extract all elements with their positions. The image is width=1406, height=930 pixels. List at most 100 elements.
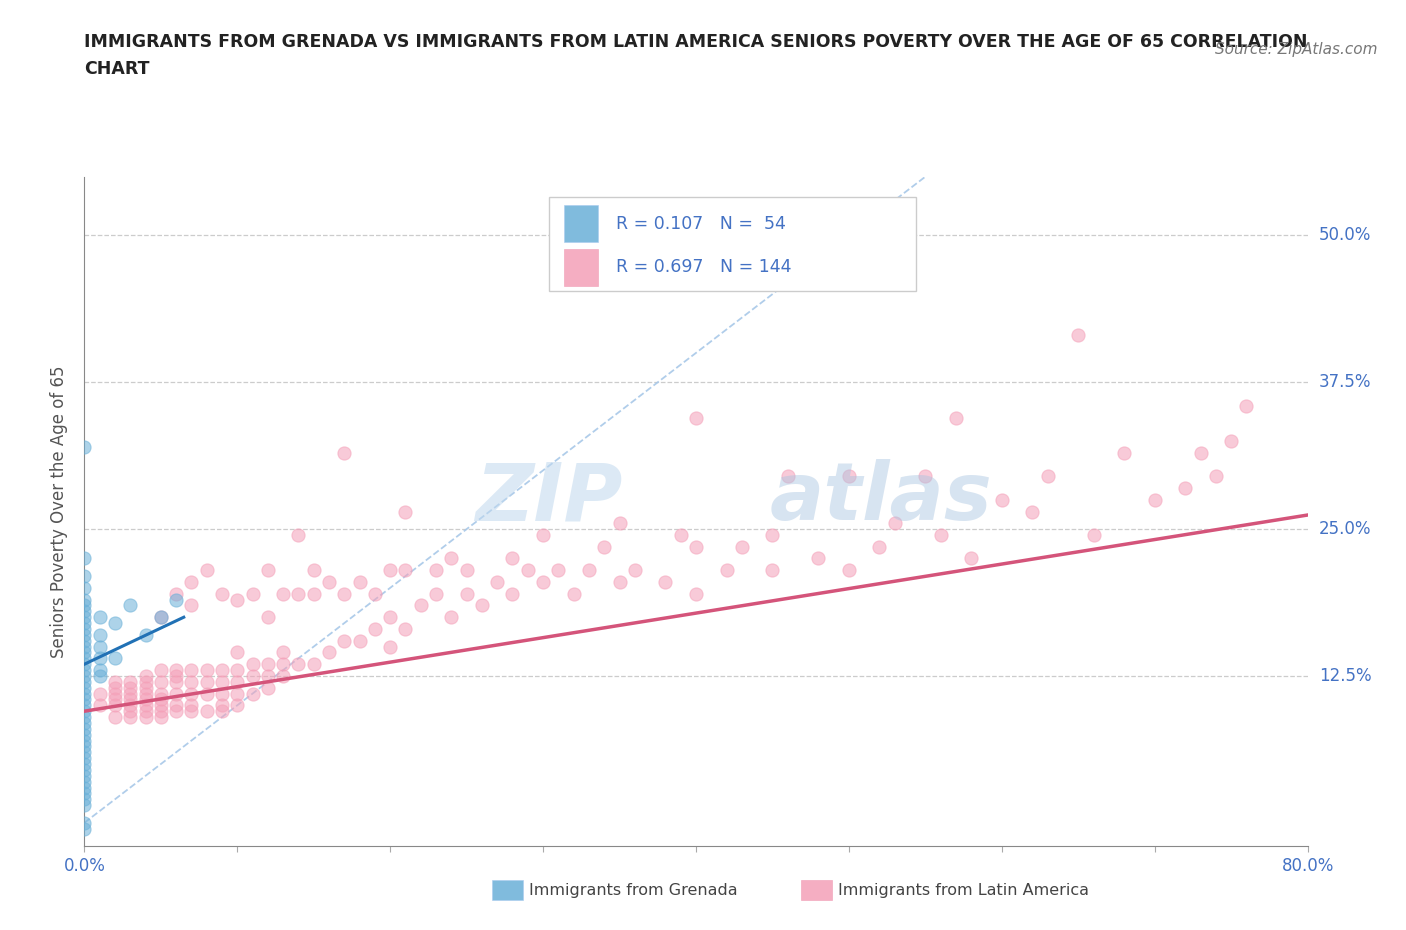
Point — [287, 657, 309, 671]
Point — [226, 674, 249, 689]
Point — [1174, 481, 1197, 496]
Point — [73, 704, 96, 719]
Point — [104, 692, 127, 707]
Point — [211, 674, 233, 689]
Point — [89, 610, 111, 625]
Point — [211, 704, 233, 719]
Point — [761, 527, 783, 542]
Point — [945, 410, 967, 425]
Point — [73, 821, 96, 836]
Point — [165, 669, 187, 684]
Point — [394, 504, 416, 519]
Point — [271, 657, 294, 671]
Point — [149, 663, 172, 678]
Point — [180, 698, 202, 712]
Point — [135, 674, 157, 689]
Point — [1234, 398, 1257, 413]
Point — [257, 563, 280, 578]
Point — [1021, 504, 1043, 519]
Point — [578, 563, 600, 578]
Point — [242, 657, 264, 671]
Point — [165, 698, 187, 712]
Point — [364, 621, 387, 636]
Point — [120, 680, 142, 695]
Point — [180, 663, 202, 678]
Point — [89, 639, 111, 654]
Point — [960, 551, 983, 566]
Point — [654, 575, 676, 590]
Text: R = 0.697   N = 144: R = 0.697 N = 144 — [616, 259, 792, 276]
Point — [242, 586, 264, 601]
Point — [914, 469, 936, 484]
Point — [180, 686, 202, 701]
Point — [257, 610, 280, 625]
Point — [333, 445, 356, 460]
Point — [73, 610, 96, 625]
Point — [73, 692, 96, 707]
Point — [883, 516, 905, 531]
Point — [211, 586, 233, 601]
Point — [731, 539, 754, 554]
Point — [135, 628, 157, 643]
Point — [257, 680, 280, 695]
Point — [104, 710, 127, 724]
Point — [271, 586, 294, 601]
Point — [761, 563, 783, 578]
Point — [180, 704, 202, 719]
Point — [380, 639, 402, 654]
Point — [73, 616, 96, 631]
Text: IMMIGRANTS FROM GRENADA VS IMMIGRANTS FROM LATIN AMERICA SENIORS POVERTY OVER TH: IMMIGRANTS FROM GRENADA VS IMMIGRANTS FR… — [84, 33, 1308, 50]
Point — [440, 610, 463, 625]
Point — [73, 651, 96, 666]
FancyBboxPatch shape — [564, 248, 598, 286]
Point — [73, 739, 96, 754]
Point — [73, 604, 96, 618]
Point — [73, 645, 96, 660]
Point — [135, 692, 157, 707]
Point — [531, 575, 554, 590]
Point — [165, 704, 187, 719]
Point — [349, 575, 371, 590]
Text: CHART: CHART — [84, 60, 150, 78]
Point — [73, 816, 96, 830]
Point — [73, 775, 96, 790]
Point — [1205, 469, 1227, 484]
Point — [456, 586, 478, 601]
Point — [73, 657, 96, 671]
Point — [287, 527, 309, 542]
Point — [226, 663, 249, 678]
Point — [257, 657, 280, 671]
Point — [425, 586, 447, 601]
Point — [456, 563, 478, 578]
FancyBboxPatch shape — [550, 197, 917, 290]
Point — [73, 768, 96, 783]
Text: 37.5%: 37.5% — [1319, 373, 1371, 392]
Point — [211, 663, 233, 678]
Point — [929, 527, 952, 542]
Point — [1083, 527, 1105, 542]
Point — [394, 563, 416, 578]
Point — [242, 686, 264, 701]
Point — [89, 651, 111, 666]
Point — [73, 751, 96, 765]
Point — [73, 580, 96, 595]
Point — [287, 586, 309, 601]
Point — [73, 669, 96, 684]
Point — [104, 616, 127, 631]
Point — [73, 780, 96, 795]
Point — [195, 674, 218, 689]
Point — [1220, 433, 1243, 448]
Point — [149, 710, 172, 724]
Point — [165, 663, 187, 678]
Text: R = 0.107   N =  54: R = 0.107 N = 54 — [616, 215, 786, 232]
Point — [394, 621, 416, 636]
Point — [73, 791, 96, 806]
Point — [516, 563, 538, 578]
Point — [226, 645, 249, 660]
Point — [195, 563, 218, 578]
Point — [271, 645, 294, 660]
Point — [73, 568, 96, 583]
Point — [180, 674, 202, 689]
Point — [211, 698, 233, 712]
Point — [73, 733, 96, 748]
